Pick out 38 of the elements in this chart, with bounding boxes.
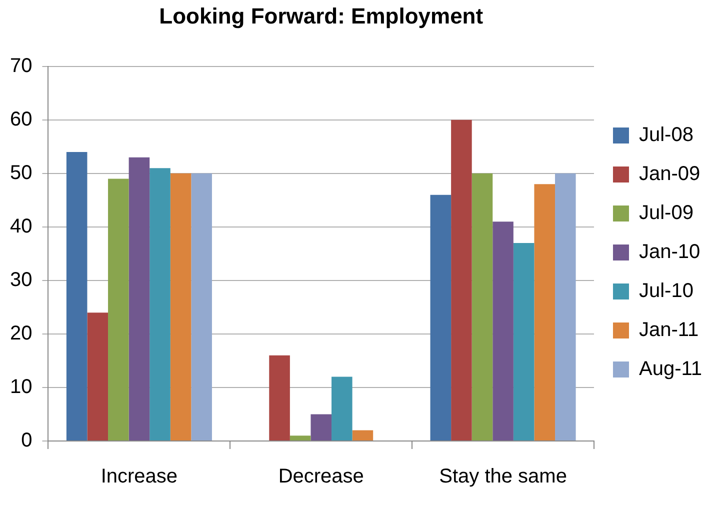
y-tick-label: 70: [10, 54, 32, 77]
bar: [534, 184, 556, 440]
bar: [128, 157, 150, 440]
x-tick-label: Decrease: [278, 466, 364, 488]
y-tick-label: 30: [10, 268, 32, 291]
legend-label: Jul-09: [638, 202, 694, 224]
bar: [290, 436, 311, 440]
legend-label: Aug-11: [638, 358, 702, 380]
bar: [191, 173, 212, 440]
y-tick-label: 10: [10, 376, 32, 398]
bar: [310, 414, 332, 440]
y-tick-label: 0: [21, 430, 32, 452]
y-tick-label: 50: [10, 162, 32, 184]
bar: [492, 222, 514, 440]
bar: [66, 152, 88, 440]
x-tick-label: Stay the same: [439, 466, 567, 488]
chart-title: Looking Forward: Employment: [159, 3, 484, 28]
bar: [451, 120, 472, 440]
legend-label: Jan-10: [638, 241, 700, 264]
bar: [332, 376, 352, 440]
bar: [352, 430, 374, 440]
bar: [150, 168, 170, 440]
bar: [513, 242, 534, 440]
bar: [170, 173, 192, 440]
bar: [472, 173, 493, 440]
bar: [108, 178, 129, 440]
bar: [269, 355, 290, 440]
legend-label: Jul-08: [638, 124, 694, 146]
bar: [87, 312, 108, 440]
y-tick-label: 60: [10, 108, 32, 130]
legend-label: Jan-11: [638, 319, 699, 342]
legend-label: Jan-09: [638, 163, 700, 186]
y-tick-label: 40: [10, 215, 32, 238]
y-tick-label: 20: [10, 322, 32, 344]
x-tick-label: Increase: [100, 466, 178, 488]
bar: [430, 194, 452, 440]
legend-label: Jul-10: [638, 280, 694, 302]
bar: [555, 173, 576, 440]
